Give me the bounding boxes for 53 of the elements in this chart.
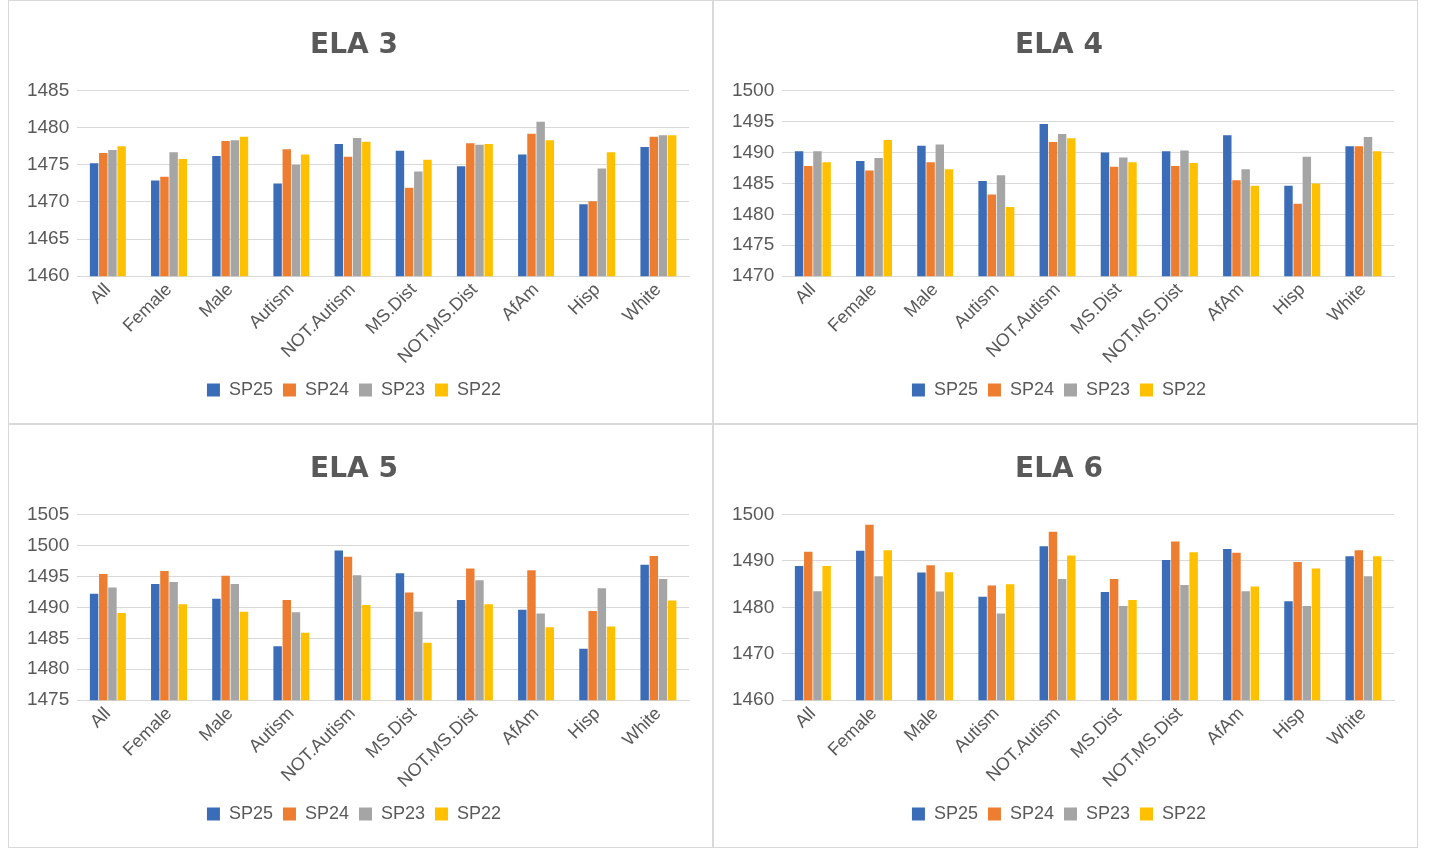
y-tick-label: 1475: [26, 153, 70, 175]
y-tick-label: 1495: [731, 109, 775, 131]
x-tick-label: Hisp: [1268, 703, 1309, 743]
legend-label: SP22: [457, 802, 502, 823]
y-tick-label: 1500: [731, 502, 775, 524]
y-tick-label: 1470: [731, 264, 775, 286]
y-tick-label: 1460: [26, 264, 70, 286]
y-tick-label: 1505: [26, 502, 70, 524]
x-tick-label: All: [85, 703, 115, 732]
x-tick-label: All: [790, 703, 820, 732]
legend-label: SP25: [228, 802, 273, 823]
y-tick-label: 1485: [26, 78, 70, 100]
y-tick-label: 1495: [26, 564, 70, 586]
legend-label: SP22: [1162, 802, 1207, 823]
x-tick-label: Hisp: [563, 703, 604, 743]
x-tick-label: Hisp: [563, 279, 604, 319]
legend-label: SP25: [228, 378, 273, 399]
legend-label: SP24: [1009, 802, 1055, 823]
legend-label: SP23: [1086, 378, 1131, 399]
y-tick-label: 1480: [731, 595, 775, 617]
legend-label: SP25: [933, 802, 978, 823]
legend-label: SP23: [1086, 802, 1131, 823]
y-tick-label: 1485: [26, 626, 70, 648]
y-tick-label: 1470: [731, 642, 775, 664]
legend-label: SP24: [304, 378, 350, 399]
chart-title: ELA 3: [310, 27, 398, 61]
legend-label: SP22: [457, 378, 502, 399]
y-tick-label: 1475: [731, 233, 775, 255]
y-tick-label: 1480: [26, 657, 70, 679]
chart-title: ELA 6: [1015, 451, 1103, 485]
chart-title: ELA 5: [310, 451, 398, 485]
y-tick-label: 1480: [731, 202, 775, 224]
y-tick-label: 1465: [26, 227, 70, 249]
legend-label: SP25: [933, 378, 978, 399]
legend-label: SP23: [381, 378, 426, 399]
legend-label: SP24: [1009, 378, 1055, 399]
y-tick-label: 1500: [731, 78, 775, 100]
y-tick-label: 1470: [26, 190, 70, 212]
x-tick-label: Hisp: [1268, 279, 1309, 319]
y-tick-label: 1490: [26, 595, 70, 617]
legend-label: SP22: [1162, 378, 1207, 399]
y-tick-label: 1500: [26, 533, 70, 555]
legend-label: SP24: [304, 802, 350, 823]
y-tick-label: 1490: [731, 549, 775, 571]
y-tick-label: 1460: [731, 688, 775, 710]
y-tick-label: 1475: [26, 688, 70, 710]
chart-title: ELA 4: [1015, 27, 1103, 61]
y-tick-label: 1485: [731, 171, 775, 193]
x-tick-label: All: [85, 279, 115, 308]
legend-label: SP23: [381, 802, 426, 823]
x-tick-label: All: [790, 279, 820, 308]
y-tick-label: 1490: [731, 140, 775, 162]
y-tick-label: 1480: [26, 115, 70, 137]
